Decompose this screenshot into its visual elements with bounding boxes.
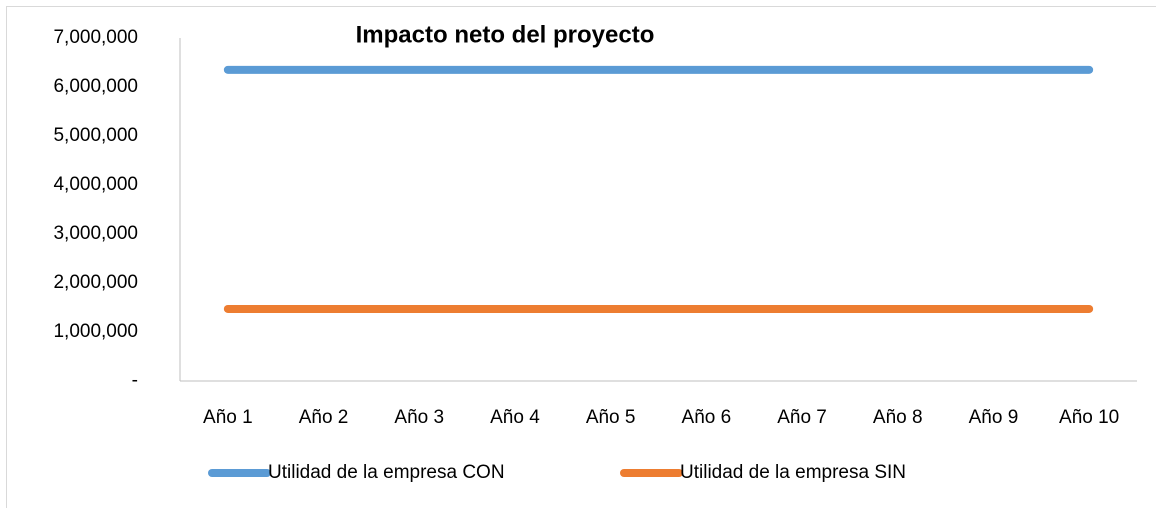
x-tick-label: Año 10 [1059,407,1119,428]
x-tick-label: Año 1 [203,407,253,428]
x-tick-label: Año 4 [490,407,540,428]
y-tick-label: 5,000,000 [53,125,138,146]
legend-label: Utilidad de la empresa SIN [680,462,906,483]
y-tick-label: 7,000,000 [53,27,138,48]
x-tick-label: Año 2 [299,407,349,428]
x-tick-label: Año 8 [873,407,923,428]
x-tick-label: Año 9 [969,407,1019,428]
y-tick-label: 6,000,000 [53,76,138,97]
x-tick-label: Año 6 [682,407,732,428]
y-tick-label: 4,000,000 [53,174,138,195]
y-tick-label: - [132,370,138,391]
y-tick-label: 3,000,000 [53,223,138,244]
y-tick-label: 1,000,000 [53,321,138,342]
x-tick-label: Año 7 [777,407,827,428]
x-tick-label: Año 5 [586,407,636,428]
chart-title: Impacto neto del proyecto [356,21,655,48]
legend-label: Utilidad de la empresa CON [268,462,505,483]
chart-border [6,6,1156,508]
x-tick-label: Año 3 [394,407,444,428]
y-tick-label: 2,000,000 [53,272,138,293]
